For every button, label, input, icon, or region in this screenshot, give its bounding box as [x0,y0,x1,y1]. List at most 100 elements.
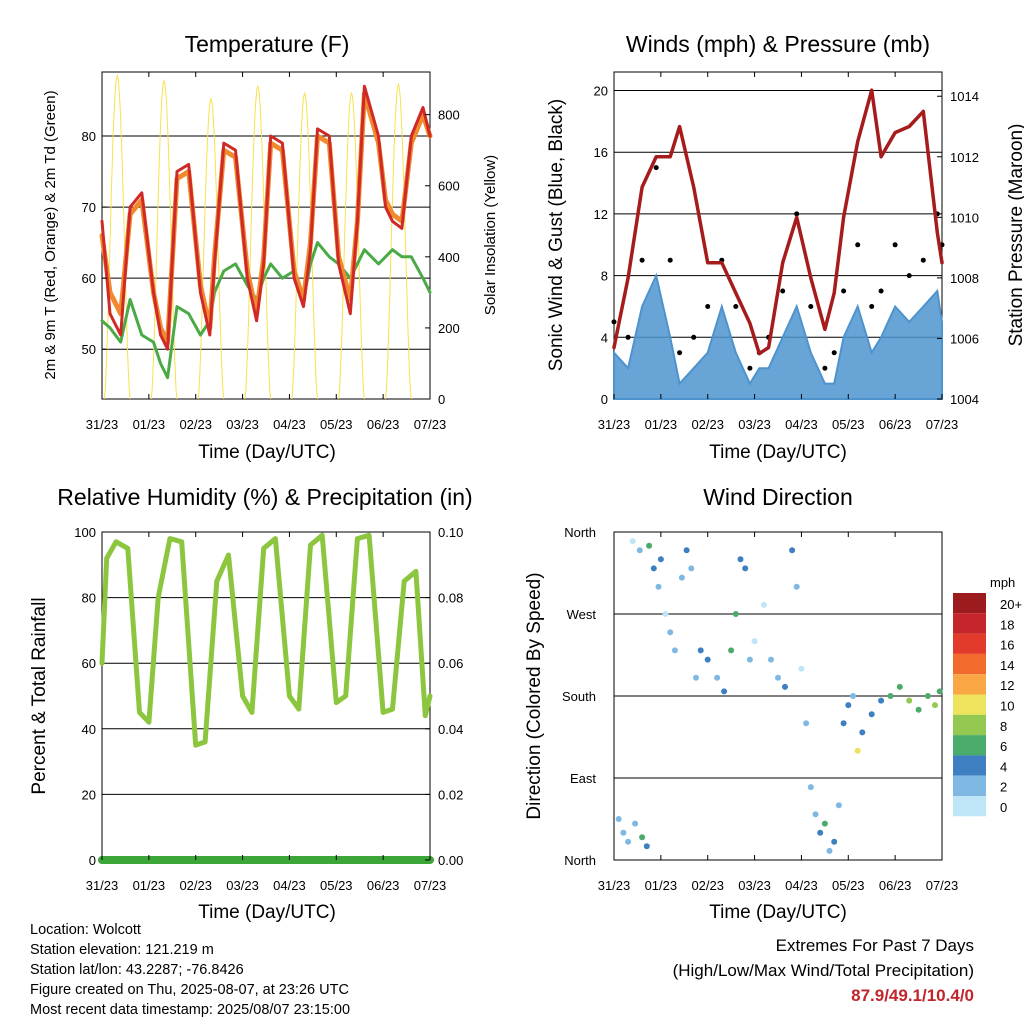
direction-point [807,784,814,791]
direction-y-tick-label: South [562,689,596,704]
winds-xtick-label: 07/23 [926,417,959,432]
humidity-left-tick-label: 60 [82,656,96,671]
direction-point [840,720,847,727]
temperature-xtick-label: 05/23 [320,417,353,432]
legend-swatch [953,796,986,817]
direction-xtick-label: 01/23 [645,878,678,893]
legend-swatch [953,735,986,756]
winds-x-ticks: 31/23 01/23 02/23 03/23 04/23 05/23 06/23 07/23 [598,72,959,432]
gust-point [831,350,837,356]
direction-point [878,697,885,704]
gust-point [808,304,814,309]
direction-point [650,565,657,572]
dewpoint-series [100,241,432,380]
humidity-x-axis-label: Time (Day/UTC) [198,902,336,923]
humidity-xtick-label: 31/23 [86,878,119,893]
gust-point [794,211,800,217]
direction-point [817,829,824,836]
direction-point [625,838,632,845]
direction-point [671,647,678,654]
gust-point [822,365,828,371]
winds-x-axis-label: Time (Day/UTC) [709,442,847,463]
winds-xtick-label: 04/23 [785,417,818,432]
temperature-left-tick-label: 50 [82,342,96,357]
direction-xtick-label: 07/23 [926,878,959,893]
temperature-x-axis-label: Time (Day/UTC) [198,442,336,463]
direction-point [821,820,828,827]
humidity-x-ticks: 31/23 01/23 02/23 03/23 04/23 05/23 06/23 07/23 [86,532,447,893]
temperature-right-tick-label: 600 [438,179,460,194]
temperature-xtick-label: 03/23 [226,417,259,432]
winds-xtick-label: 06/23 [879,417,912,432]
humidity-right-tick-label: 0.00 [438,853,463,868]
winds-right-tick-label: 1004 [950,392,979,407]
humidity-right-tick-label: 0.10 [438,525,463,540]
gust-point [855,242,861,248]
temperature-panel: Temperature (F) 50 60 70 80 0 200 400 600 800 3… [42,31,499,463]
direction-point [831,838,838,845]
legend-label: 16 [1000,638,1014,653]
winds-xtick-label: 03/23 [738,417,771,432]
direction-point [688,565,695,572]
gust-point [733,304,739,309]
direction-point [636,547,643,554]
gust-point [639,257,645,263]
direction-point [798,665,805,672]
winds-xtick-label: 01/23 [645,417,678,432]
direction-xtick-label: 03/23 [738,878,771,893]
direction-point [835,802,842,809]
humidity-left-ticks: 0 20 40 60 80 100 [74,525,96,868]
humidity-xtick-label: 03/23 [226,878,259,893]
humidity-left-tick-label: 80 [82,591,96,606]
station-latlon: Station lat/lon: 43.2287; -76.8426 [30,962,244,978]
legend-label: 10 [1000,699,1014,714]
legend-swatch [953,694,986,715]
gust-point [667,257,673,263]
legend-label: 12 [1000,678,1014,693]
legend-label: 4 [1000,759,1007,774]
direction-y-tick-label: East [570,771,596,786]
gust-point [611,319,617,325]
legend-label: 6 [1000,739,1007,754]
humidity-left-tick-label: 0 [89,853,96,868]
winds-right-tick-label: 1014 [950,89,979,104]
direction-gridlines [614,613,942,779]
gust-point [869,304,875,309]
direction-y-tick-label: West [567,607,597,622]
winds-right-tick-label: 1010 [950,210,979,225]
station-elevation: Station elevation: 121.219 m [30,942,214,958]
humidity-title: Relative Humidity (%) & Precipitation (i… [57,484,472,510]
temperature-xtick-label: 06/23 [367,417,400,432]
humidity-xtick-label: 06/23 [367,878,400,893]
humidity-right-tick-label: 0.08 [438,591,463,606]
gust-point [705,304,711,309]
direction-point [655,583,662,590]
temperature-left-tick-label: 60 [82,271,96,286]
winds-panel: Winds (mph) & Pressure (mb) 0 4 8 12 16 20 10… [546,31,1024,463]
temperature-xtick-label: 07/23 [414,417,447,432]
direction-xtick-label: 05/23 [832,878,865,893]
direction-point [632,820,639,827]
winds-left-ticks: 0 4 8 12 16 20 [594,84,608,407]
extremes-title: Extremes For Past 7 Days [775,936,974,955]
temp-2m-line [100,84,432,351]
direction-point [657,556,664,563]
direction-point [643,843,650,850]
legend-label: 20+ [1000,597,1022,612]
humidity-right-ticks: 0.00 0.02 0.04 0.06 0.08 0.10 [425,525,463,868]
station-pressure-series [612,88,944,356]
solar-day-curve [338,91,365,400]
direction-point [728,647,735,654]
direction-point [662,611,669,617]
direction-point [936,688,943,695]
gust-point [920,257,926,263]
winds-left-tick-label: 16 [594,145,608,160]
direction-y-tick-label: North [564,525,596,540]
humidity-xtick-label: 07/23 [414,878,447,893]
direction-point [732,611,739,617]
direction-y-ticks: North East South West North [562,525,596,868]
legend-swatch [953,633,986,654]
temperature-xtick-label: 04/23 [273,417,306,432]
direction-point [887,693,894,699]
